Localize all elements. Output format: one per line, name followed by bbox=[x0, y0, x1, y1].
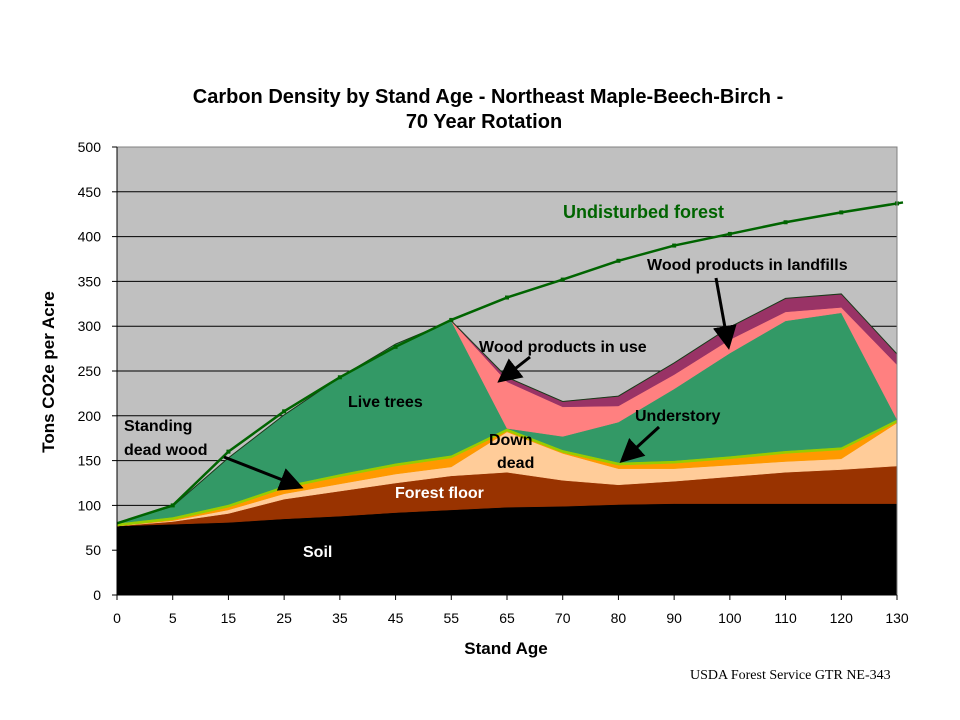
x-tick-label: 70 bbox=[555, 610, 571, 626]
x-tick-label: 130 bbox=[885, 610, 909, 626]
annotation-live-trees: Live trees bbox=[348, 394, 423, 411]
x-tick-label: 100 bbox=[718, 610, 742, 626]
x-tick-label: 120 bbox=[830, 610, 854, 626]
arrow-understory bbox=[619, 425, 661, 464]
y-tick-label: 150 bbox=[78, 453, 102, 469]
x-tick-label: 45 bbox=[388, 610, 404, 626]
line-point bbox=[449, 317, 454, 322]
x-axis-ticks: 0 5 15 25 35 45 55 65 70 80 90 100 110 120 130 bbox=[113, 595, 909, 626]
annotation-understory: Understory bbox=[635, 408, 720, 425]
line-point bbox=[727, 231, 732, 236]
y-tick-label: 350 bbox=[78, 273, 102, 289]
y-tick-label: 100 bbox=[78, 497, 102, 513]
line-point bbox=[505, 295, 509, 300]
annotation-soil: Soil bbox=[303, 544, 332, 561]
y-tick-label: 0 bbox=[93, 587, 101, 603]
annotation-wood-products-in-use: Wood products in use bbox=[479, 339, 647, 356]
plot-area bbox=[116, 146, 904, 596]
x-tick-label: 35 bbox=[332, 610, 348, 626]
x-tick-label: 5 bbox=[169, 610, 177, 626]
x-tick-label: 15 bbox=[221, 610, 237, 626]
line-point bbox=[560, 277, 565, 282]
line-point bbox=[282, 409, 287, 414]
annotation-down-dead-line-1: Down bbox=[489, 432, 533, 449]
chart-title-line-2: 70 Year Rotation bbox=[406, 111, 562, 133]
line-point bbox=[393, 344, 398, 349]
source-citation: USDA Forest Service GTR NE-343 bbox=[690, 668, 891, 683]
annotation-arrows bbox=[223, 277, 737, 491]
line-point bbox=[783, 220, 788, 225]
arrow-standing-dead-wood bbox=[223, 455, 304, 491]
x-tick-label: 0 bbox=[113, 610, 121, 626]
y-tick-label: 200 bbox=[78, 408, 102, 424]
annotation-standing-dead-wood-line-2: dead wood bbox=[124, 442, 208, 459]
line-undisturbed-forest bbox=[116, 201, 904, 525]
x-tick-label: 65 bbox=[499, 610, 515, 626]
x-tick-label: 25 bbox=[276, 610, 292, 626]
line-point bbox=[337, 375, 342, 380]
arrow-wood-products-in-use bbox=[497, 355, 531, 383]
y-tick-label: 500 bbox=[78, 139, 102, 155]
x-axis-title: Stand Age bbox=[464, 639, 547, 658]
y-tick-label: 300 bbox=[78, 318, 102, 334]
annotation-standing-dead-wood-line-1: Standing bbox=[124, 418, 192, 435]
line-point bbox=[170, 503, 175, 508]
y-tick-label: 400 bbox=[78, 229, 102, 245]
annotation-undisturbed-forest: Undisturbed forest bbox=[563, 202, 724, 222]
line-point bbox=[672, 243, 677, 248]
line-point bbox=[226, 449, 231, 454]
line-point bbox=[839, 210, 844, 215]
x-tick-label: 80 bbox=[611, 610, 627, 626]
line-point bbox=[616, 258, 621, 263]
y-axis-title: Tons CO2e per Acre bbox=[39, 291, 58, 453]
x-tick-label: 55 bbox=[443, 610, 459, 626]
arrow-wood-products-landfills bbox=[712, 277, 737, 350]
annotation-down-dead-line-2: dead bbox=[497, 455, 534, 472]
y-tick-label: 50 bbox=[85, 542, 101, 558]
x-tick-label: 110 bbox=[774, 610, 797, 626]
annotation-forest-floor: Forest floor bbox=[395, 485, 484, 502]
chart-title-line-1: Carbon Density by Stand Age - Northeast … bbox=[193, 86, 783, 108]
x-tick-label: 90 bbox=[666, 610, 682, 626]
annotation-wood-products-landfills: Wood products in landfills bbox=[647, 257, 848, 274]
y-tick-label: 450 bbox=[78, 184, 102, 200]
y-tick-label: 250 bbox=[78, 363, 102, 379]
y-axis-ticks: 0 50 100 150 200 250 300 350 400 450 500 bbox=[78, 139, 117, 603]
